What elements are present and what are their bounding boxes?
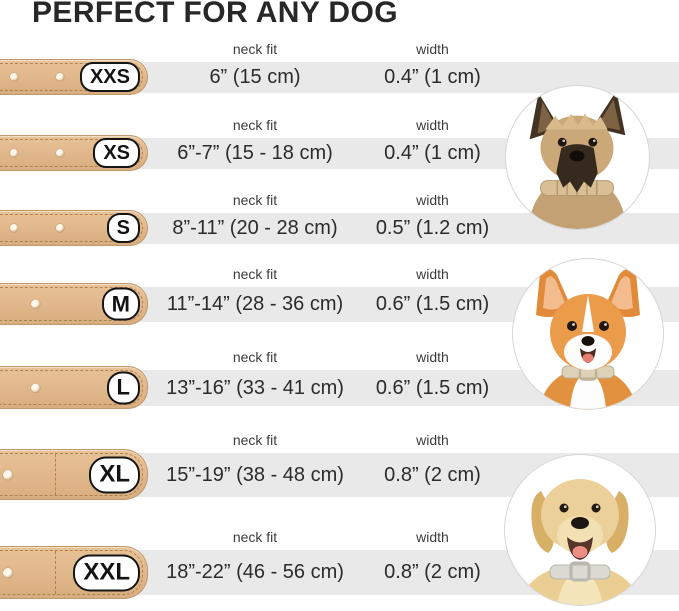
width-column-label: width [416, 117, 449, 133]
neck-fit-value: 6”-7” (15 - 18 cm) [177, 142, 333, 164]
collar-seam [55, 551, 56, 594]
neck-fit-column-label: neck fit [232, 117, 278, 133]
width-column-label: width [416, 529, 449, 545]
size-badge: XL [89, 456, 140, 493]
collar-strap: XXS [0, 59, 148, 95]
width-value: 0.4” (1 cm) [384, 66, 481, 88]
collar-hole [10, 73, 18, 81]
width-value: 0.5” (1.2 cm) [375, 217, 490, 239]
collar-strap: S [0, 210, 148, 246]
dog-photo-corgi [512, 258, 664, 410]
dog-photo-terrier [505, 85, 650, 230]
collar-strap: L [0, 366, 148, 409]
collar-strap: XS [0, 135, 148, 171]
neck-fit-column-label: neck fit [232, 349, 278, 365]
neck-fit-value: 6” (15 cm) [209, 66, 301, 88]
width-value: 0.6” (1.5 cm) [375, 293, 490, 315]
width-value: 0.8” (2 cm) [384, 561, 481, 583]
collar-hole [56, 224, 64, 232]
width-value: 0.8” (2 cm) [384, 463, 481, 486]
width-column-label: width [416, 41, 449, 57]
collar-hole [3, 567, 13, 578]
width-column-label: width [416, 432, 449, 448]
width-value: 0.4” (1 cm) [384, 142, 481, 164]
size-badge: L [106, 371, 140, 404]
terrier-illustration [527, 90, 628, 229]
dog-photo-labrador [504, 454, 656, 606]
corgi-illustration [536, 268, 640, 409]
neck-fit-column-label: neck fit [232, 266, 278, 282]
collar-hole [10, 224, 18, 232]
neck-fit-column-label: neck fit [232, 192, 278, 208]
collar-seam [55, 454, 56, 495]
labrador-illustration [519, 479, 641, 605]
neck-fit-value: 18”-22” (46 - 56 cm) [166, 561, 344, 583]
size-badge: S [106, 213, 140, 243]
neck-fit-column-label: neck fit [232, 529, 278, 545]
neck-fit-value: 13”-16” (33 - 41 cm) [166, 376, 344, 399]
page-title: PERFECT FOR ANY DOG [32, 0, 398, 29]
collar-hole [3, 469, 13, 480]
collar-hole [56, 73, 64, 81]
size-badge: M [101, 287, 140, 321]
neck-fit-value: 8”-11” (20 - 28 cm) [172, 217, 338, 239]
size-badge: XXS [79, 62, 140, 92]
neck-fit-column-label: neck fit [232, 41, 278, 57]
width-column-label: width [416, 192, 449, 208]
width-column-label: width [416, 349, 449, 365]
size-badge: XXL [73, 554, 140, 591]
width-value: 0.6” (1.5 cm) [375, 376, 490, 399]
collar-strap: XXL [0, 546, 148, 599]
neck-fit-value: 11”-14” (28 - 36 cm) [166, 293, 344, 315]
collar-hole [31, 299, 40, 309]
neck-fit-value: 15”-19” (38 - 48 cm) [166, 463, 344, 486]
neck-fit-column-label: neck fit [232, 432, 278, 448]
size-badge: XS [93, 138, 140, 168]
width-column-label: width [416, 266, 449, 282]
collar-strap: M [0, 283, 148, 325]
collar-hole [10, 149, 18, 157]
collar-hole [31, 383, 40, 392]
collar-hole [56, 149, 64, 157]
collar-strap: XL [0, 449, 148, 500]
